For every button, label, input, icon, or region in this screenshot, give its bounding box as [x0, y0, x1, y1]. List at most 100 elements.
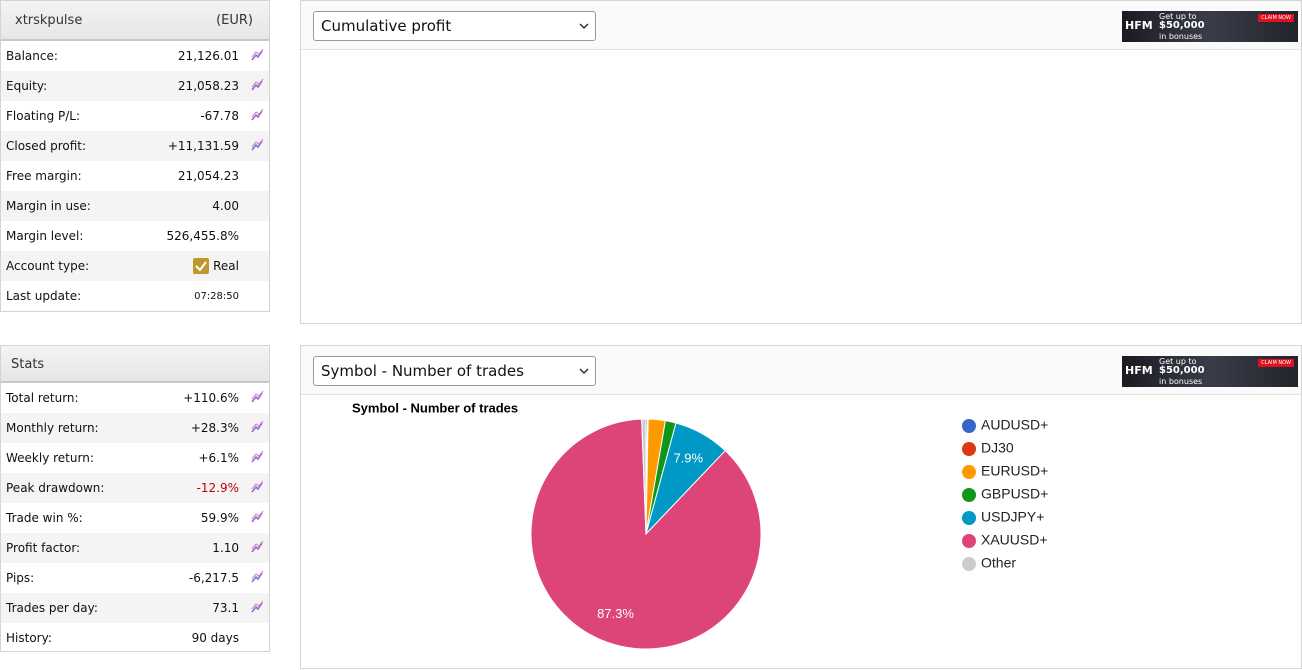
select-text: Symbol - Number of trades	[321, 362, 524, 380]
chart-select[interactable]: Symbol - Number of trades	[313, 356, 596, 386]
profit-panel: Cumulative profit HFM Get up to $50,000 in b…	[300, 0, 1302, 324]
chart-icon[interactable]	[250, 540, 264, 554]
chart-icon[interactable]	[250, 510, 264, 524]
stat-row: Trades per day: 73.1	[1, 593, 269, 623]
ad-banner[interactable]: HFM Get up to $50,000 in bonuses CLAIM NOW	[1122, 11, 1298, 42]
legend-label: EURUSD+	[981, 463, 1048, 479]
legend-swatch	[962, 419, 976, 433]
icon-line	[251, 452, 263, 463]
select-text: Cumulative profit	[321, 17, 452, 35]
legend-swatch	[962, 534, 976, 548]
stat-row: Last update: 07:28:50	[1, 281, 269, 311]
icon-line	[251, 540, 264, 550]
symbol-panel: Symbol - Number of trades HFM Get up to $50…	[300, 345, 1302, 669]
slice-label: 7.9%	[673, 450, 703, 465]
stat-row: Equity: 21,058.23	[1, 71, 269, 101]
icon-line	[251, 600, 264, 610]
icon-line	[251, 570, 264, 580]
icon-line	[251, 110, 263, 121]
chart-icon[interactable]	[250, 450, 264, 464]
stat-row: Free margin: 21,054.23	[1, 161, 269, 191]
icon-line	[251, 108, 264, 118]
row-label: Free margin:	[6, 169, 82, 183]
row-value: -6,217.5	[188, 571, 239, 585]
icon-line	[251, 80, 263, 91]
row-label: Profit factor:	[6, 541, 81, 555]
stat-row: Margin in use: 4.00	[1, 191, 269, 221]
stat-row: Pips: -6,217.5	[1, 563, 269, 593]
checkmark	[195, 261, 207, 272]
legend-swatch	[962, 465, 976, 479]
row-label: Last update:	[6, 289, 82, 303]
icon-line	[251, 510, 264, 520]
row-value: 59.9%	[200, 511, 239, 525]
chart-icon[interactable]	[250, 570, 264, 584]
chart-icon[interactable]	[250, 78, 264, 92]
stats-title: Stats	[11, 357, 45, 372]
row-value: +28.3%	[190, 421, 239, 435]
row-value: 21,054.23	[177, 169, 239, 183]
row-label: Trades per day:	[6, 601, 98, 615]
chart-icon[interactable]	[250, 480, 264, 494]
legend-label: GBPUSD+	[981, 486, 1048, 502]
row-label: Trade win %:	[6, 511, 83, 525]
account-panel: xtrskpulse (EUR) Balance: 21,126.01 Equity…	[0, 0, 270, 312]
account-rows: Balance: 21,126.01 Equity: 21,058.23 Floatin…	[1, 41, 269, 311]
stat-row: Balance: 21,126.01	[1, 41, 269, 71]
row-value: 4.00	[212, 199, 239, 213]
row-label: Weekly return:	[6, 451, 94, 465]
legend-label: XAUUSD+	[981, 532, 1048, 548]
chart-select[interactable]: Cumulative profit	[313, 11, 596, 41]
row-value: Real	[213, 259, 239, 273]
chart-icon[interactable]	[250, 138, 264, 152]
icon-line	[251, 422, 263, 433]
row-label: Closed profit:	[6, 139, 87, 153]
ad-banner[interactable]: HFM Get up to $50,000 in bonuses CLAIM NOW	[1122, 356, 1298, 387]
account-currency: (EUR)	[216, 13, 253, 28]
icon-line	[251, 572, 263, 583]
panel-header: Cumulative profit HFM Get up to $50,000 in b…	[301, 1, 1301, 50]
chart-icon[interactable]	[250, 108, 264, 122]
slice-label: 87.3%	[597, 606, 634, 621]
select-arrow	[579, 368, 589, 375]
row-label: Account type:	[6, 259, 90, 273]
select-arrow	[579, 23, 589, 30]
legend-swatch	[962, 488, 976, 502]
icon-line	[251, 392, 263, 403]
account-name: xtrskpulse	[15, 13, 83, 28]
pie-slice	[530, 418, 762, 650]
arrow	[579, 23, 589, 30]
legend-swatch	[962, 511, 976, 525]
ad-brand: HFM	[1125, 364, 1153, 377]
stats-header: Stats	[1, 346, 269, 383]
row-value: -12.9%	[196, 481, 239, 495]
icon-line	[251, 390, 264, 400]
row-label: Floating P/L:	[6, 109, 81, 123]
row-label: Total return:	[6, 391, 79, 405]
stat-row: Total return: +110.6%	[1, 383, 269, 413]
row-value: +110.6%	[183, 391, 239, 405]
row-label: Pips:	[6, 571, 35, 585]
ad-text: Get up to	[1159, 12, 1197, 21]
chart-icon[interactable]	[250, 420, 264, 434]
legend-label: AUDUSD+	[981, 417, 1048, 433]
row-value: +6.1%	[198, 451, 239, 465]
chart-icon[interactable]	[250, 390, 264, 404]
checkbox-box	[193, 258, 209, 274]
icon-line	[251, 602, 263, 613]
stat-row: Weekly return: +6.1%	[1, 443, 269, 473]
chart-icon[interactable]	[250, 600, 264, 614]
legend-swatch	[962, 557, 976, 571]
row-value: 90 days	[191, 631, 239, 645]
icon-line	[251, 512, 263, 523]
icon-line	[251, 50, 263, 61]
stat-row: Account type: Real	[1, 251, 269, 281]
row-label: Monthly return:	[6, 421, 99, 435]
stat-row: Peak drawdown: -12.9%	[1, 473, 269, 503]
row-label: Balance:	[6, 49, 58, 63]
icon-line	[251, 482, 263, 493]
chart-icon[interactable]	[250, 48, 264, 62]
row-label: Margin in use:	[6, 199, 91, 213]
icon-line	[251, 138, 264, 148]
